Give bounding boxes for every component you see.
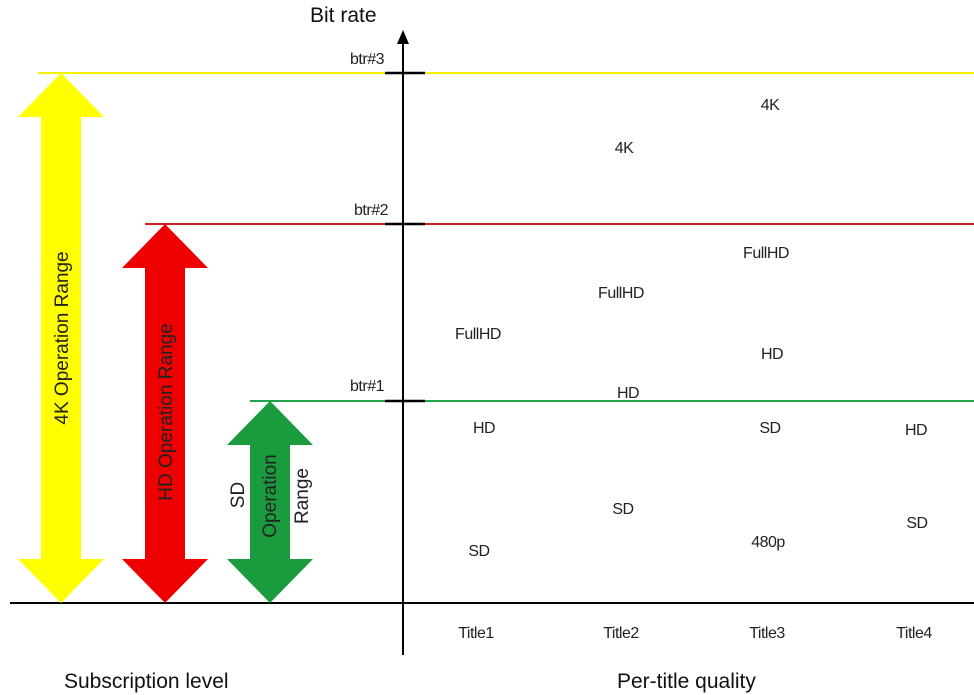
title3-sd: SD xyxy=(759,420,780,437)
4k-range-label: 4K Operation Range xyxy=(52,251,73,424)
title-label: Title3 xyxy=(749,625,785,642)
title1-hd: HD xyxy=(473,420,495,437)
btr1-label: btr#1 xyxy=(350,378,385,395)
title2-4k: 4K xyxy=(615,140,634,157)
title3-480p: 480p xyxy=(751,534,785,551)
sd-range-arrow xyxy=(227,401,313,603)
y-axis-label: Bit rate xyxy=(310,4,377,27)
hd-range-label: HD Operation Range xyxy=(156,323,177,500)
btr3-label: btr#3 xyxy=(350,51,385,68)
x-axis-label: Per-title quality xyxy=(617,670,756,693)
title3-fullhd: FullHD xyxy=(743,245,789,262)
4k-range-arrow xyxy=(18,73,104,603)
btr2-label: btr#2 xyxy=(354,202,389,219)
title1-fullhd: FullHD xyxy=(455,326,501,343)
title4-sd: SD xyxy=(906,515,927,532)
title-label: Title2 xyxy=(603,625,639,642)
sd-range-label-line1: SD xyxy=(228,482,249,508)
hd-range-arrow xyxy=(122,224,208,603)
title2-hd: HD xyxy=(617,385,639,402)
title1-sd: SD xyxy=(468,543,489,560)
subscription-level-label: Subscription level xyxy=(64,670,229,693)
sd-range-label-line3: Range xyxy=(292,468,313,524)
title3-4k: 4K xyxy=(761,97,780,114)
sd-range-label-line2: Operation xyxy=(260,454,281,537)
y-axis-arrowhead xyxy=(397,30,409,44)
title2-fullhd: FullHD xyxy=(598,285,644,302)
title-label: Title4 xyxy=(896,625,932,642)
title2-sd: SD xyxy=(612,501,633,518)
title-label: Title1 xyxy=(458,625,494,642)
title4-hd: HD xyxy=(905,422,927,439)
title3-hd: HD xyxy=(761,346,783,363)
